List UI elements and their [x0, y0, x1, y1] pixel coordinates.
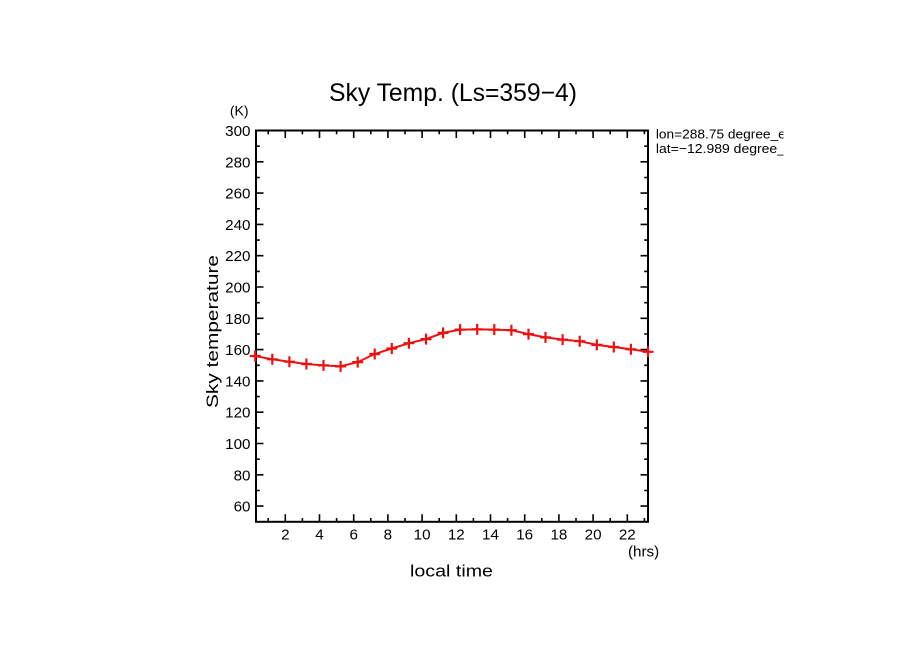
- svg-text:80: 80: [234, 467, 251, 484]
- svg-text:180: 180: [225, 311, 250, 328]
- svg-text:12: 12: [448, 526, 465, 543]
- svg-text:Sky temperature: Sky temperature: [204, 255, 222, 408]
- svg-text:240: 240: [225, 217, 250, 234]
- svg-text:local time: local time: [410, 563, 493, 581]
- svg-text:200: 200: [225, 280, 250, 297]
- svg-text:100: 100: [225, 436, 250, 453]
- svg-text:lat=−12.989 degree_north: lat=−12.989 degree_north: [656, 141, 817, 156]
- svg-text:120: 120: [225, 405, 250, 422]
- svg-text:60: 60: [234, 499, 251, 516]
- svg-text:8: 8: [384, 526, 392, 543]
- svg-text:260: 260: [225, 186, 250, 203]
- svg-text:18: 18: [550, 526, 567, 543]
- svg-text:14: 14: [482, 526, 499, 543]
- svg-text:20: 20: [585, 526, 602, 543]
- svg-text:6: 6: [349, 526, 357, 543]
- svg-text:280: 280: [225, 154, 250, 171]
- svg-text:220: 220: [225, 248, 250, 265]
- svg-text:2: 2: [281, 526, 289, 543]
- svg-text:(K): (K): [230, 103, 249, 119]
- svg-text:22: 22: [619, 526, 636, 543]
- svg-text:160: 160: [225, 342, 250, 359]
- svg-text:16: 16: [516, 526, 533, 543]
- svg-text:4: 4: [315, 526, 323, 543]
- svg-text:(hrs): (hrs): [628, 544, 659, 561]
- svg-text:lon=288.75 degree_east: lon=288.75 degree_east: [656, 127, 805, 142]
- svg-text:300: 300: [225, 123, 250, 140]
- svg-text:Sky Temp. (Ls=359−4): Sky Temp. (Ls=359−4): [329, 79, 577, 107]
- svg-text:10: 10: [414, 526, 431, 543]
- svg-text:140: 140: [225, 373, 250, 390]
